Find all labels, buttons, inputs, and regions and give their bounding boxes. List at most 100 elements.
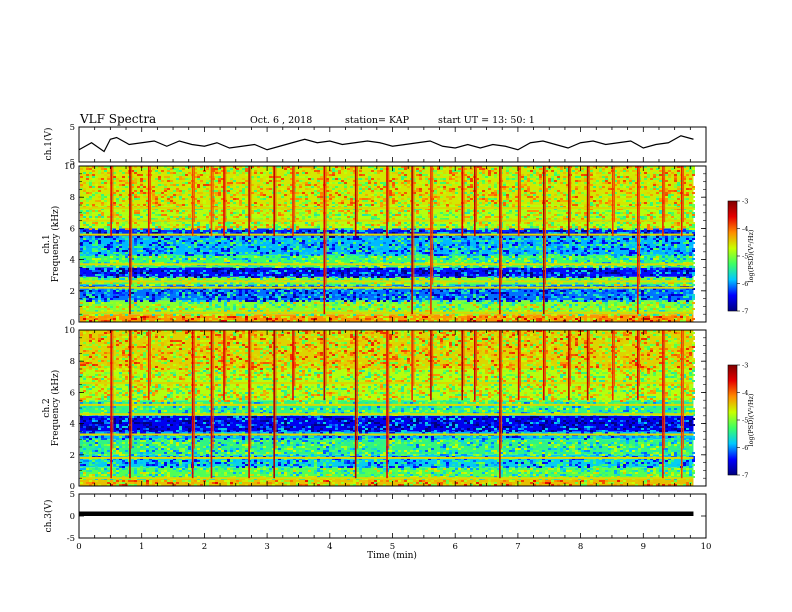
spectrogram-cell: [314, 212, 317, 214]
spectrogram-cell: [272, 250, 275, 252]
spectrogram-cell: [158, 254, 161, 256]
spectrogram-cell: [119, 184, 122, 186]
spectrogram-cell: [203, 274, 206, 276]
spectrogram-cell: [143, 276, 146, 278]
spectrogram-cell: [176, 210, 179, 212]
spectrogram-cell: [80, 188, 83, 190]
spectrogram-cell: [203, 288, 206, 290]
spectrogram-cell: [296, 226, 299, 228]
spectrogram-cell: [383, 266, 386, 268]
spectrogram-cell: [416, 266, 419, 268]
spectrogram-cell: [134, 178, 137, 180]
spectrogram-cell: [401, 262, 404, 264]
spectrogram-cell: [140, 186, 143, 188]
spectrogram-cell: [143, 302, 146, 304]
spectrogram-cell: [416, 226, 419, 228]
spectrogram-cell: [230, 282, 233, 284]
spectrogram-cell: [239, 204, 242, 206]
spectrogram-cell: [377, 262, 380, 264]
spectrogram-cell: [104, 298, 107, 300]
spectrogram-cell: [419, 230, 422, 232]
spectrogram-cell: [293, 244, 296, 246]
spectrogram-cell: [230, 274, 233, 276]
spectrogram-cell: [266, 218, 269, 220]
spectrogram-cell: [416, 166, 419, 168]
spectrogram-cell: [383, 184, 386, 186]
spectrogram-cell: [176, 168, 179, 170]
spectrogram-cell: [254, 258, 257, 260]
spectrogram-cell: [311, 236, 314, 238]
spectrogram-cell: [362, 304, 365, 306]
spectrogram-cell: [389, 166, 392, 168]
spectrogram-cell: [209, 176, 212, 178]
spectrogram-cell: [278, 250, 281, 252]
spectrogram-cell: [80, 230, 83, 232]
spectrogram-cell: [347, 230, 350, 232]
spectrogram-cell: [116, 222, 119, 224]
spectrogram-cell: [173, 250, 176, 252]
spectrogram-cell: [89, 172, 92, 174]
spectrogram-cell: [356, 232, 359, 234]
spectrogram-cell: [179, 278, 182, 280]
spectrogram-cell: [221, 320, 224, 322]
spectrogram-cell: [359, 260, 362, 262]
spectrogram-cell: [230, 298, 233, 300]
spectrogram-cell: [284, 316, 287, 318]
spectrogram-cell: [383, 200, 386, 202]
spectrogram-cell: [377, 260, 380, 262]
spectrogram-cell: [227, 238, 230, 240]
spectrogram-cell: [170, 300, 173, 302]
spectrogram-cell: [197, 320, 200, 322]
spectrogram-cell: [401, 172, 404, 174]
spectrogram-cell: [89, 180, 92, 182]
spectrogram-cell: [131, 284, 134, 286]
spectrogram-cell: [122, 180, 125, 182]
spectrogram-cell: [188, 246, 191, 248]
spectrogram-cell: [350, 282, 353, 284]
spectrogram-cell: [254, 266, 257, 268]
spectrogram-cell: [275, 224, 278, 226]
spectrogram-cell: [302, 192, 305, 194]
spectrogram-cell: [209, 314, 212, 316]
spectrogram-cell: [263, 182, 266, 184]
spectrogram-cell: [83, 192, 86, 194]
spectrogram-cell: [155, 192, 158, 194]
spectrogram-cell: [104, 246, 107, 248]
spectrogram-cell: [80, 250, 83, 252]
spectrogram-cell: [419, 188, 422, 190]
spectrogram-cell: [194, 314, 197, 316]
spectrogram-cell: [398, 282, 401, 284]
spectrogram-cell: [404, 310, 407, 312]
spectrogram-cell: [242, 306, 245, 308]
spectrogram-cell: [98, 250, 101, 252]
spectrogram-cell: [119, 180, 122, 182]
spectrogram-cell: [98, 240, 101, 242]
spectrogram-cell: [251, 244, 254, 246]
spectrogram-cell: [182, 240, 185, 242]
spectrogram-cell: [113, 212, 116, 214]
spectrogram-cell: [143, 244, 146, 246]
spectrogram-cell: [338, 298, 341, 300]
spectrogram-cell: [107, 310, 110, 312]
spectrogram-cell: [152, 276, 155, 278]
spectrogram-cell: [302, 212, 305, 214]
spectrogram-cell: [125, 172, 128, 174]
spectrogram-cell: [164, 314, 167, 316]
spectrogram-cell: [113, 238, 116, 240]
spectrogram-cell: [254, 248, 257, 250]
spectrogram-cell: [137, 290, 140, 292]
spectrogram-cell: [116, 308, 119, 310]
spectrogram-cell: [194, 242, 197, 244]
spectrogram-cell: [92, 304, 95, 306]
station-label: station= KAP: [345, 115, 410, 126]
spectrogram-cell: [278, 256, 281, 258]
spectrogram-cell: [320, 300, 323, 302]
spectrogram-cell: [158, 232, 161, 234]
spectrogram-cell: [146, 294, 149, 296]
spectrogram-cell: [119, 262, 122, 264]
spectrogram-cell: [137, 244, 140, 246]
spectrogram-cell: [227, 294, 230, 296]
spectrogram-cell: [269, 210, 272, 212]
spectrogram-cell: [284, 210, 287, 212]
spectrogram-cell: [374, 282, 377, 284]
